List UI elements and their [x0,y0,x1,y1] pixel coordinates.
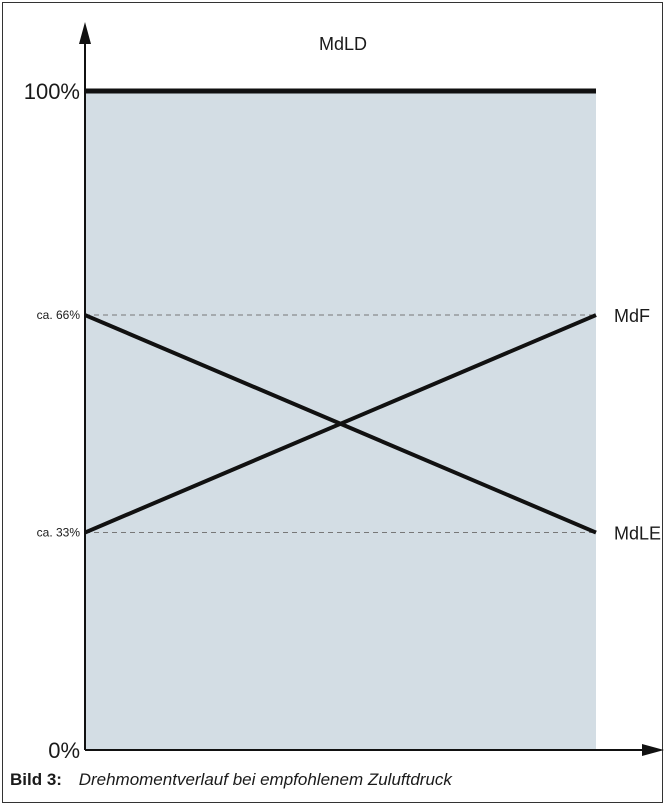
x-tick-label: 90° [583,758,616,760]
y-tick-label: ca. 33% [37,526,81,540]
caption-text: Drehmomentverlauf bei empfohlenem Zuluft… [78,770,452,789]
x-axis-arrow [642,744,664,756]
reference-lines [85,314,596,534]
y-tick-label: 0% [48,738,80,760]
y-axis-arrow [79,22,91,44]
x-tick-label: 0° [74,758,95,760]
caption-label: Bild 3: [10,770,62,789]
series-labels: MdLD MdF MdLE [319,34,661,544]
series-label-mdld: MdLD [319,34,367,54]
figure-caption: Bild 3: Drehmomentverlauf bei empfohlene… [10,770,452,790]
plot-area-fill [85,91,596,750]
torque-chart: 100% ca. 66% ca. 33% 0% 0° 90° MdLD MdF MdLE [24,22,664,760]
y-tick-label: ca. 66% [37,308,81,322]
series-label-mdle: MdLE [614,524,661,544]
y-tick-labels: 100% ca. 66% ca. 33% 0% [24,79,81,760]
series-line-mdle [84,313,597,535]
series-label-mdf: MdF [614,306,650,326]
x-tick-labels: 0° 90° [74,758,616,760]
y-tick-label: 100% [24,79,80,104]
series-lines [84,88,597,535]
